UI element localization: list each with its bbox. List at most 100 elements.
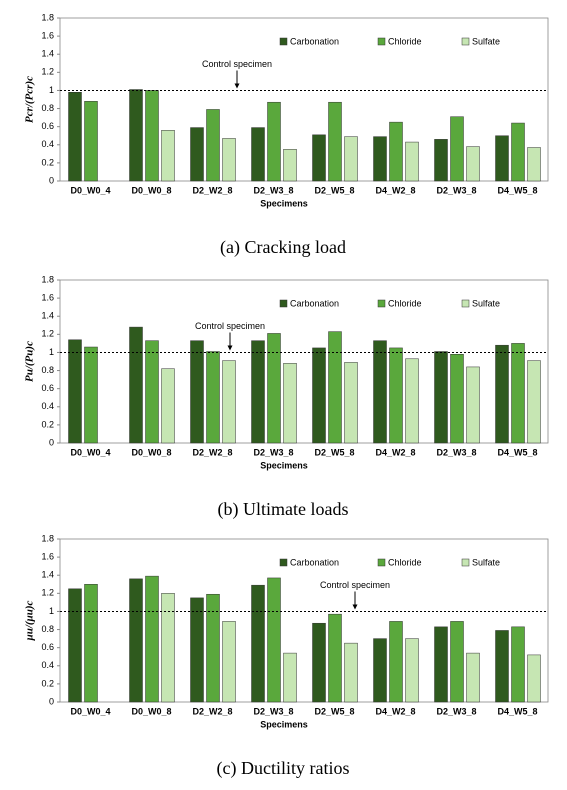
legend-swatch	[279, 299, 288, 308]
bar	[206, 351, 220, 444]
plot-area	[59, 279, 549, 444]
x-axis-label: Specimens	[260, 198, 308, 208]
y-tick-label: 1.8	[41, 274, 54, 284]
bar	[68, 339, 82, 444]
bar	[68, 92, 82, 182]
bar	[190, 340, 204, 444]
bar	[145, 575, 159, 703]
bar	[434, 626, 448, 703]
legend-label: Carbonation	[290, 557, 339, 567]
bar	[312, 134, 326, 182]
bar	[222, 138, 236, 182]
y-tick-label: 0.8	[41, 365, 54, 375]
y-tick-label: 0.4	[41, 401, 54, 411]
y-tick-label: 1	[49, 85, 54, 95]
x-axis-label: Specimens	[260, 719, 308, 729]
bar	[283, 363, 297, 444]
y-tick-label: 1.2	[41, 588, 54, 598]
bar	[267, 577, 281, 703]
bar	[190, 597, 204, 703]
bar	[527, 147, 541, 182]
x-tick-label: D2_W3_8	[436, 447, 476, 457]
bar	[312, 622, 326, 703]
x-tick-label: D4_W2_8	[375, 447, 415, 457]
y-tick-label: 0.2	[41, 419, 54, 429]
legend-label: Sulfate	[472, 557, 500, 567]
bar	[251, 127, 265, 182]
bar	[84, 584, 98, 703]
annotation-arrowhead	[227, 345, 233, 351]
x-tick-label: D2_W5_8	[314, 706, 354, 716]
x-axis-label: Specimens	[260, 460, 308, 470]
legend-swatch	[279, 37, 288, 46]
x-tick-label: D2_W3_8	[253, 706, 293, 716]
bar	[495, 135, 509, 182]
bar	[527, 360, 541, 444]
bar	[328, 331, 342, 444]
y-tick-label: 1	[49, 347, 54, 357]
bar	[161, 368, 175, 444]
legend-swatch	[377, 299, 386, 308]
bar	[283, 149, 297, 182]
plot-area	[59, 538, 549, 703]
y-tick-label: 0.4	[41, 139, 54, 149]
y-tick-label: 0	[49, 437, 54, 447]
bar	[389, 121, 403, 182]
legend-swatch	[461, 37, 470, 46]
y-tick-label: 0.6	[41, 642, 54, 652]
x-tick-label: D0_W0_8	[131, 185, 171, 195]
bar	[145, 340, 159, 444]
bar	[373, 340, 387, 444]
x-tick-label: D0_W0_4	[70, 706, 110, 716]
bar	[527, 654, 541, 703]
bar	[190, 127, 204, 182]
y-tick-label: 1.4	[41, 311, 54, 321]
bar	[129, 326, 143, 444]
legend-swatch	[461, 299, 470, 308]
bar	[405, 638, 419, 703]
y-tick-label: 0.4	[41, 660, 54, 670]
y-tick-label: 1.6	[41, 551, 54, 561]
legend-label: Sulfate	[472, 298, 500, 308]
bar	[373, 638, 387, 703]
caption: (a) Cracking load	[220, 237, 346, 258]
y-tick-label: 0.2	[41, 157, 54, 167]
bar	[68, 588, 82, 703]
y-axis-label: μu/(μu)c	[24, 601, 36, 642]
y-tick-label: 1.4	[41, 570, 54, 580]
y-tick-label: 0	[49, 175, 54, 185]
x-tick-label: D0_W0_8	[131, 706, 171, 716]
legend-label: Chloride	[388, 557, 422, 567]
legend-label: Chloride	[388, 298, 422, 308]
bar	[84, 101, 98, 182]
x-tick-label: D2_W3_8	[253, 447, 293, 457]
legend-swatch	[377, 37, 386, 46]
bar	[466, 652, 480, 703]
annotation-arrowhead	[234, 83, 240, 89]
bar	[84, 346, 98, 444]
x-tick-label: D2_W5_8	[314, 447, 354, 457]
bar	[405, 358, 419, 444]
bar	[206, 109, 220, 182]
annotation-arrowhead	[352, 604, 358, 610]
bar	[434, 139, 448, 182]
y-tick-label: 0	[49, 696, 54, 706]
bar	[283, 652, 297, 703]
bar	[251, 340, 265, 444]
bar	[511, 122, 525, 182]
bar	[466, 366, 480, 444]
x-tick-label: D2_W3_8	[436, 185, 476, 195]
annotation: Control specimen	[202, 59, 272, 69]
y-tick-label: 0.6	[41, 383, 54, 393]
bar	[511, 343, 525, 444]
legend-swatch	[377, 558, 386, 567]
bar	[344, 136, 358, 182]
bar	[222, 621, 236, 703]
bar	[312, 347, 326, 444]
bar	[267, 101, 281, 182]
y-axis-label: Pu/(Pu)c	[24, 341, 36, 382]
x-tick-label: D4_W2_8	[375, 706, 415, 716]
bar	[267, 333, 281, 444]
legend-label: Carbonation	[290, 36, 339, 46]
annotation: Control specimen	[320, 580, 390, 590]
